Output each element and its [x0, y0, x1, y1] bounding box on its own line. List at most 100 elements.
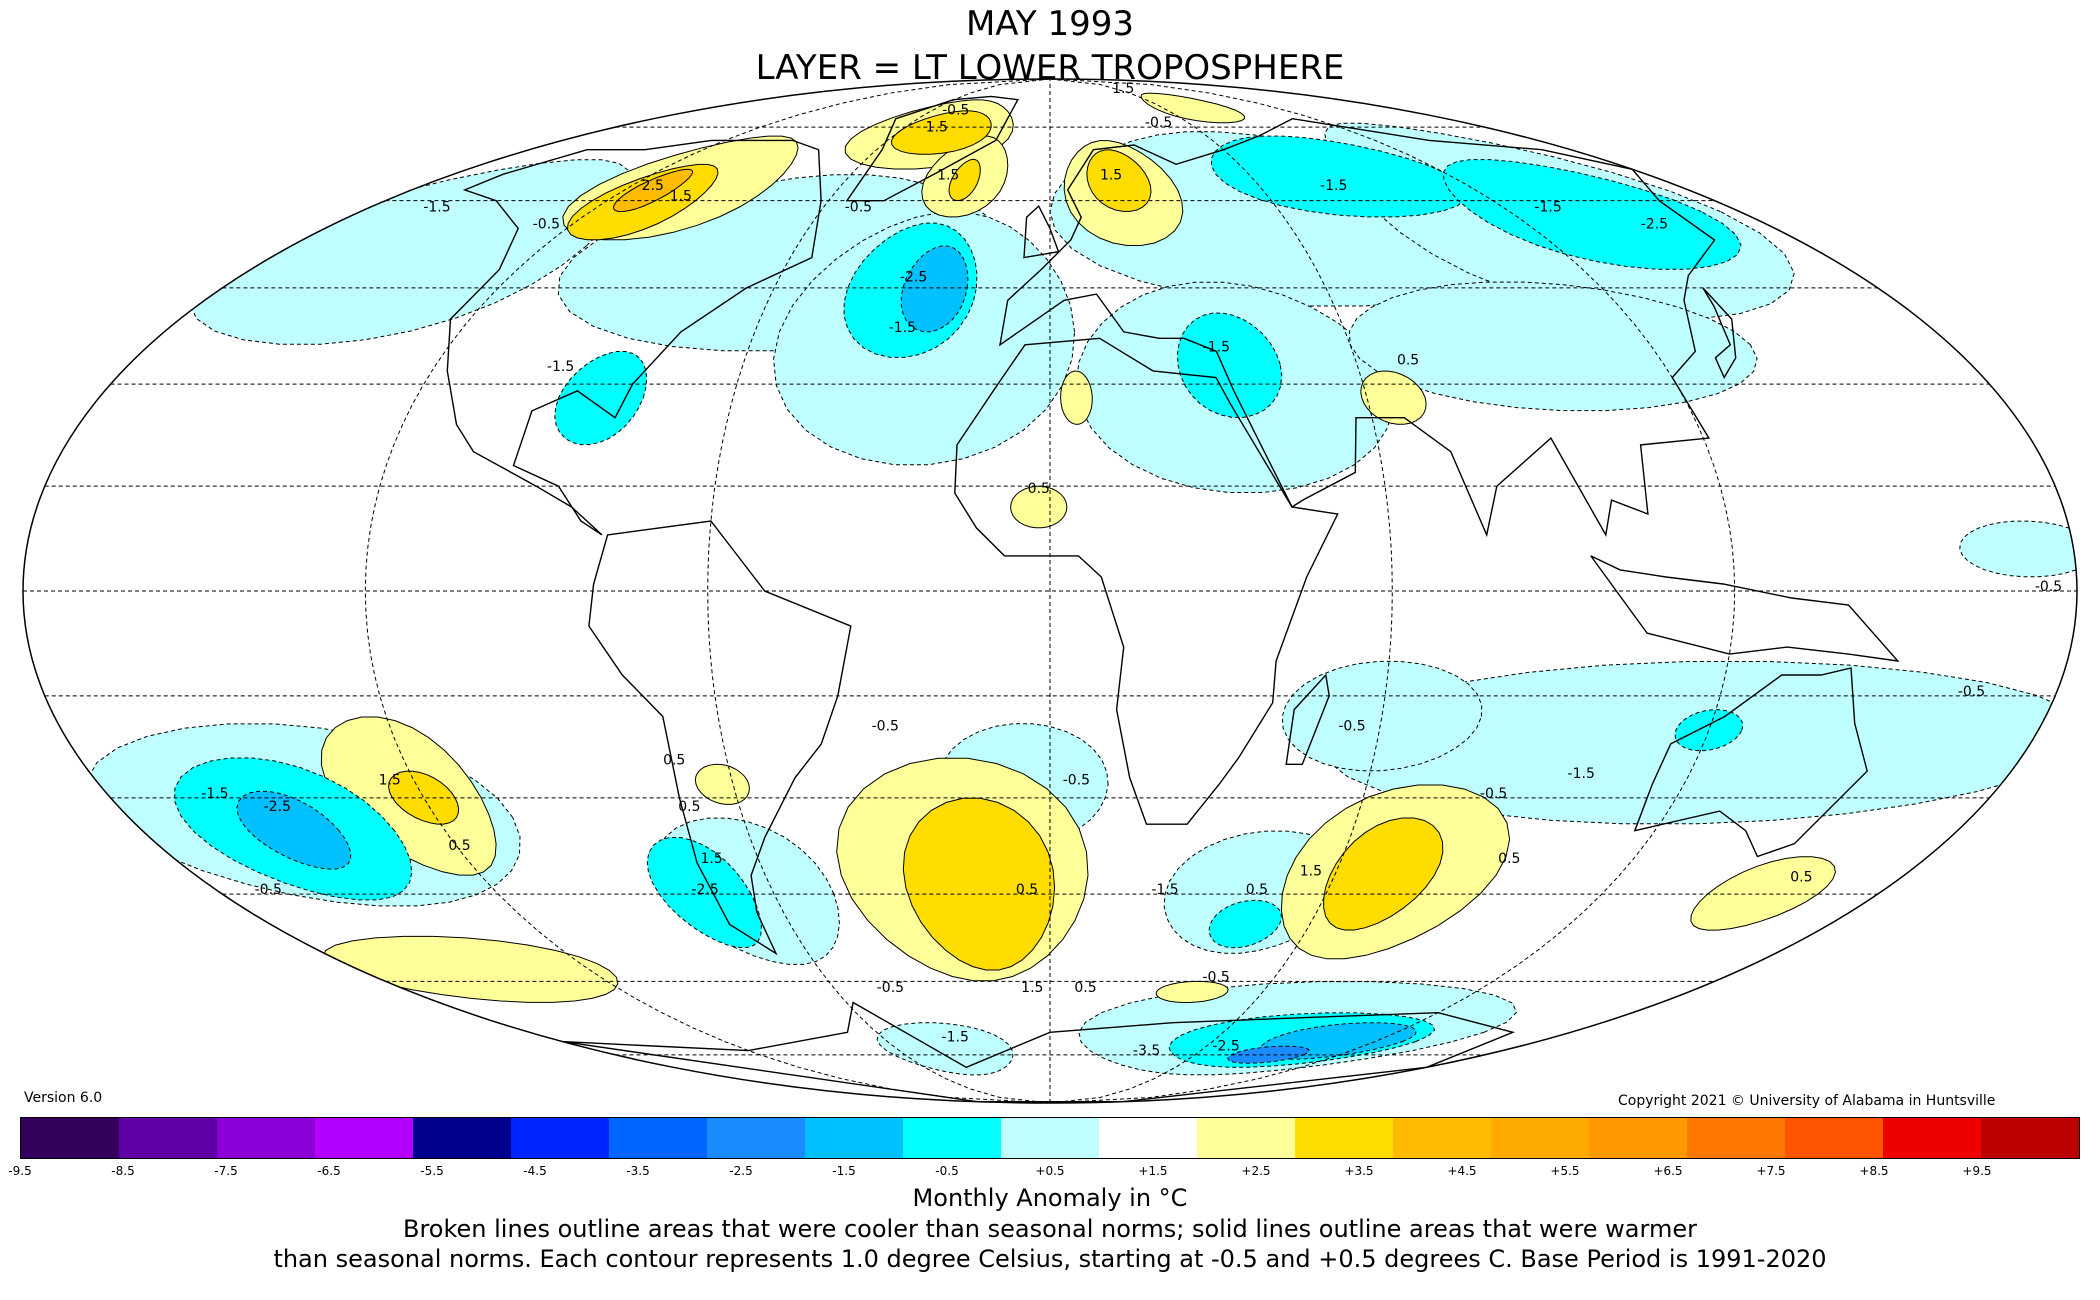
color-scale-segment: [1001, 1118, 1099, 1158]
color-scale-segment: [315, 1118, 413, 1158]
contour-label: -0.5: [1958, 684, 1985, 700]
map-border: [22, 78, 2078, 1104]
color-scale-segment: [119, 1118, 217, 1158]
contour-label: 0.5: [1397, 352, 1419, 368]
contour-label: -1.5: [201, 786, 228, 802]
anomaly-contour: [1360, 370, 1427, 425]
color-scale-tick-label: -6.5: [317, 1164, 341, 1178]
coastlines: [446, 95, 1900, 1103]
color-scale-segment: [1099, 1118, 1197, 1158]
contour-label: -2.5: [1641, 217, 1668, 233]
contour-label: -0.5: [2035, 579, 2062, 595]
anomaly-contour: [1442, 159, 1742, 270]
world-map: 1.5 2.5 1.5 1.5 1.5 -2.5 -1.5 -0.5 -0.5 -1.5 -1.5 -…: [22, 78, 2078, 1104]
contour-label: -0.5: [1202, 969, 1229, 985]
contour-label: 2.5: [642, 178, 664, 194]
contour-label: 1.5: [379, 773, 401, 789]
coastline: [1285, 673, 1330, 765]
color-scale-tick-label: -8.5: [111, 1164, 135, 1178]
color-scale-segment: [413, 1118, 511, 1158]
color-scale-segment: [1491, 1118, 1589, 1158]
contour-labels: 1.5 2.5 1.5 1.5 1.5 -2.5 -1.5 -0.5 -0.5 -1.5 -1.5 -…: [201, 81, 2062, 1059]
longitude-line: [1049, 79, 1736, 1103]
color-scale-tick-label: +3.5: [1344, 1164, 1374, 1178]
color-scale-segment: [805, 1118, 903, 1158]
contour-label: -0.5: [533, 217, 560, 233]
contour-label: -1.5: [942, 1030, 969, 1046]
color-scale-tick-label: -1.5: [832, 1164, 856, 1178]
contour-label: -1.5: [889, 320, 916, 336]
anomaly-contour: [1323, 817, 1444, 931]
contour-label: -1.5: [1151, 882, 1178, 898]
color-scale-tick-label: +7.5: [1756, 1164, 1786, 1178]
contour-label: 0.5: [1074, 980, 1096, 996]
coastline: [1633, 667, 1868, 858]
anomaly-contour: [1211, 135, 1468, 218]
title-block: MAY 1993 LAYER = LT LOWER TROPOSPHERE: [0, 2, 2100, 90]
caption: Broken lines outline areas that were coo…: [0, 1214, 2100, 1274]
color-scale-segment: [609, 1118, 707, 1158]
contour-label: 0.5: [678, 799, 700, 815]
coastline: [999, 117, 1716, 538]
contour-label: -1.5: [1568, 766, 1595, 782]
contour-label: 0.5: [448, 838, 470, 854]
caption-line-1: Broken lines outline areas that were coo…: [403, 1215, 1697, 1243]
contour-label: -2.5: [900, 270, 927, 286]
color-scale-tick-label: -5.5: [420, 1164, 444, 1178]
coastline: [1023, 204, 1060, 259]
contour-label: 1.5: [1300, 864, 1322, 880]
contour-label: 1.5: [700, 851, 722, 867]
contour-label: 0.5: [1790, 870, 1812, 886]
color-scale-tick-label: +4.5: [1447, 1164, 1477, 1178]
longitude-line: [707, 79, 1051, 1103]
color-scale-tick-label: -7.5: [214, 1164, 238, 1178]
color-scale-tick-label: -9.5: [8, 1164, 32, 1178]
coastline: [446, 139, 822, 536]
contour-label: 1.5: [1100, 168, 1122, 184]
color-scale-tick-label: -0.5: [935, 1164, 959, 1178]
contour-label: -1.5: [1320, 178, 1347, 194]
anomaly-contour: [1281, 660, 1483, 772]
contour-label: -2.5: [691, 882, 718, 898]
coastline: [954, 337, 1339, 825]
contour-label: 1.5: [926, 119, 948, 135]
color-scale-segment: [1981, 1118, 2079, 1158]
anomaly-contour: [1208, 899, 1282, 949]
longitude-line: [364, 79, 1051, 1103]
color-scale-tick-label: +2.5: [1241, 1164, 1271, 1178]
color-scale-tick-label: +1.5: [1138, 1164, 1168, 1178]
contour-label: -0.5: [877, 980, 904, 996]
contour-label: 0.5: [1246, 882, 1268, 898]
anomaly-contour: [1086, 149, 1152, 212]
color-scale-bar: [20, 1117, 2080, 1159]
map-title: MAY 1993: [965, 4, 1135, 44]
contour-label: -1.5: [547, 359, 574, 375]
anomaly-contour: [1348, 281, 1758, 412]
contour-label: -0.5: [1145, 115, 1172, 131]
coastline: [1590, 555, 1900, 662]
anomaly-contour: [902, 797, 1056, 971]
color-scale-tick-label: +0.5: [1035, 1164, 1065, 1178]
anomaly-contour: [900, 245, 969, 333]
color-scale-segment: [1589, 1118, 1687, 1158]
contour-label: -0.5: [872, 718, 899, 734]
contour-label: -3.5: [1133, 1043, 1160, 1059]
anomaly-contour: [1674, 709, 1744, 752]
color-scale-tick-label: +6.5: [1653, 1164, 1683, 1178]
coastline: [1702, 287, 1737, 380]
color-scale-segment: [511, 1118, 609, 1158]
contour-label: 0.5: [1016, 882, 1038, 898]
color-scale-tick-label: -3.5: [626, 1164, 650, 1178]
anomaly-contour: [554, 351, 648, 446]
color-scale-segment: [903, 1118, 1001, 1158]
contour-label: 0.5: [1498, 851, 1520, 867]
color-scale-tick-label: +5.5: [1550, 1164, 1580, 1178]
color-scale-segment: [1785, 1118, 1883, 1158]
anomaly-contour: [1060, 370, 1093, 425]
coastline: [562, 1001, 1516, 1103]
color-scale-segment: [1687, 1118, 1785, 1158]
longitude-line: [1049, 79, 1393, 1103]
anomaly-contour: [1140, 92, 1246, 124]
contour-label: -1.5: [423, 200, 450, 216]
coastline: [588, 520, 852, 956]
